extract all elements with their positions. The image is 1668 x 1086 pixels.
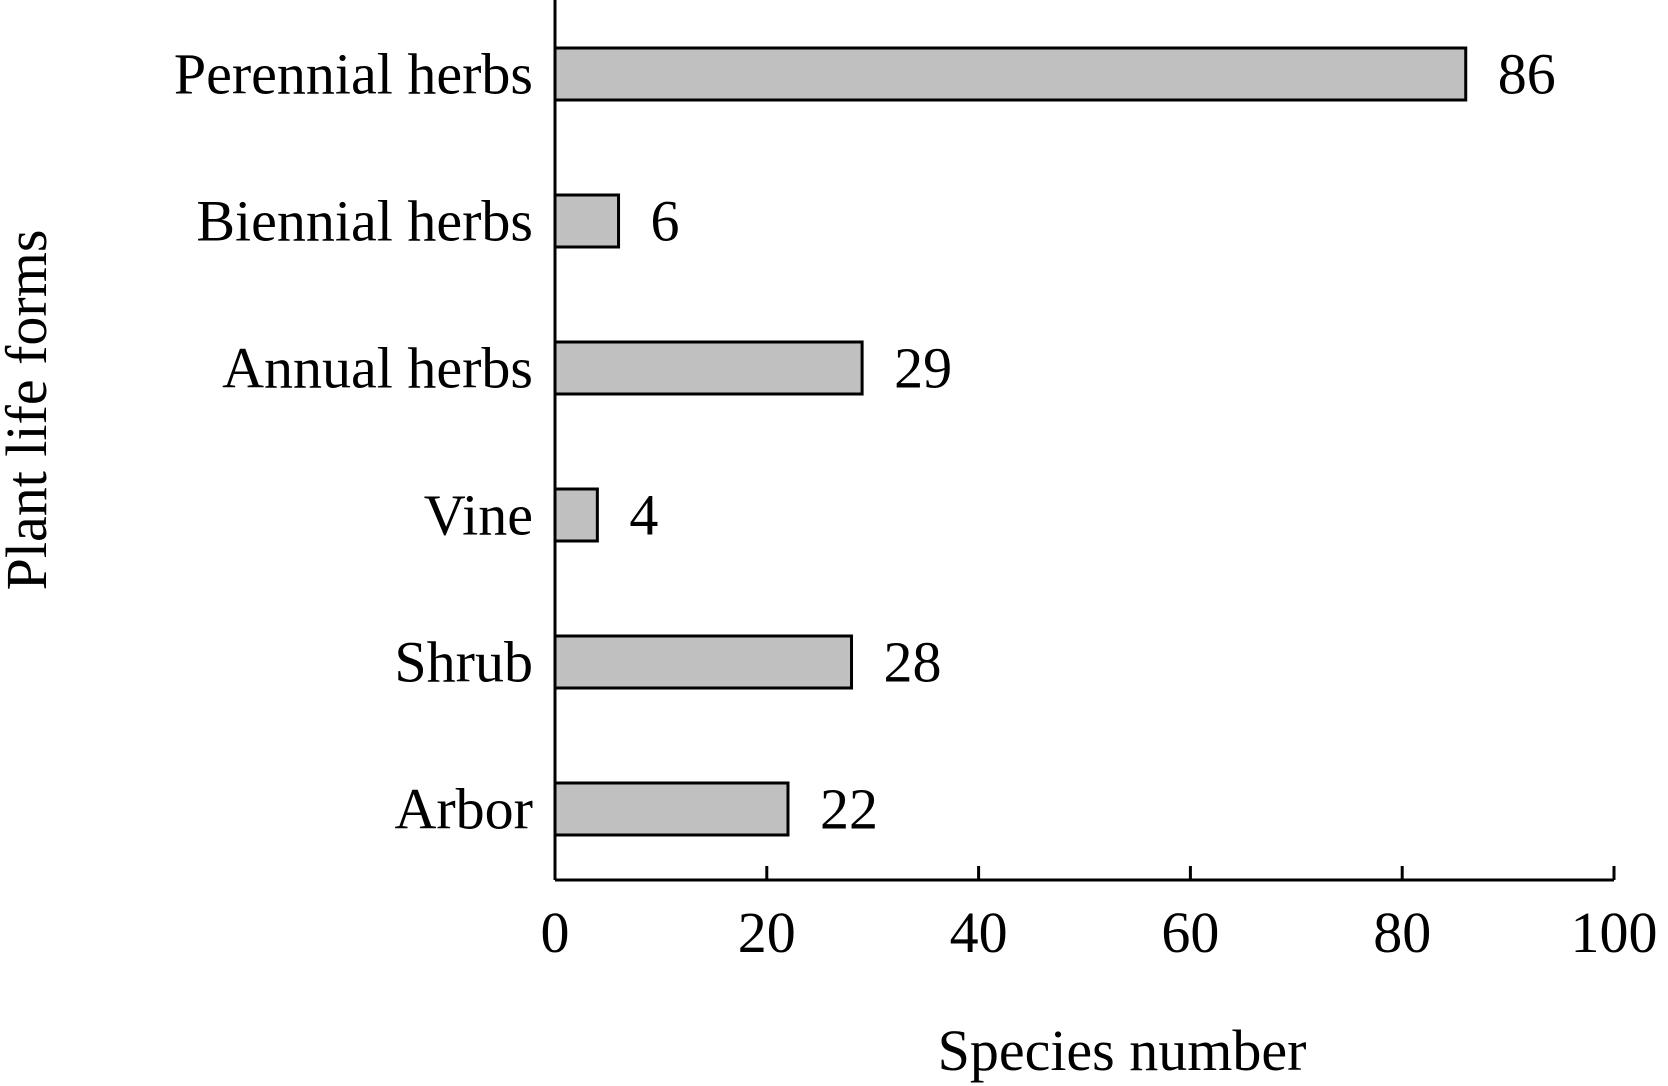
x-tick-label: 40	[950, 900, 1008, 965]
x-axis-title: Species number	[938, 1018, 1307, 1083]
axes-layer	[553, 0, 1614, 882]
y-axis-title: Plant life forms	[0, 230, 59, 591]
value-label: 6	[651, 189, 680, 254]
value-label: 4	[629, 483, 658, 548]
x-tick-label: 80	[1373, 900, 1431, 965]
category-label: Biennial herbs	[196, 189, 533, 254]
bar-biennial-herbs	[553, 193, 621, 249]
x-tick-label: 20	[738, 900, 796, 965]
value-label: 29	[894, 336, 952, 401]
category-label: Shrub	[394, 630, 533, 695]
value-label: 28	[884, 630, 942, 695]
ticks-layer: 0 20 40 60 80 100	[541, 866, 1658, 965]
category-label: Arbor	[394, 777, 533, 842]
bar-shrub	[553, 634, 854, 690]
category-label: Vine	[424, 483, 533, 548]
bar-perennial-herbs	[553, 46, 1468, 102]
bar-annual-herbs	[553, 340, 864, 396]
category-label: Annual herbs	[222, 336, 533, 401]
value-label: 86	[1498, 42, 1556, 107]
bar-vine	[553, 487, 599, 543]
category-label: Perennial herbs	[174, 42, 533, 107]
x-tick-label: 0	[541, 900, 570, 965]
bar-arbor	[553, 781, 790, 837]
bars-layer	[553, 46, 1468, 837]
value-label: 22	[820, 777, 878, 842]
x-tick-label: 60	[1161, 900, 1219, 965]
x-tick-label: 100	[1571, 900, 1658, 965]
labels-layer: Perennial herbs 86 Biennial herbs 6 Annual h…	[174, 42, 1556, 842]
